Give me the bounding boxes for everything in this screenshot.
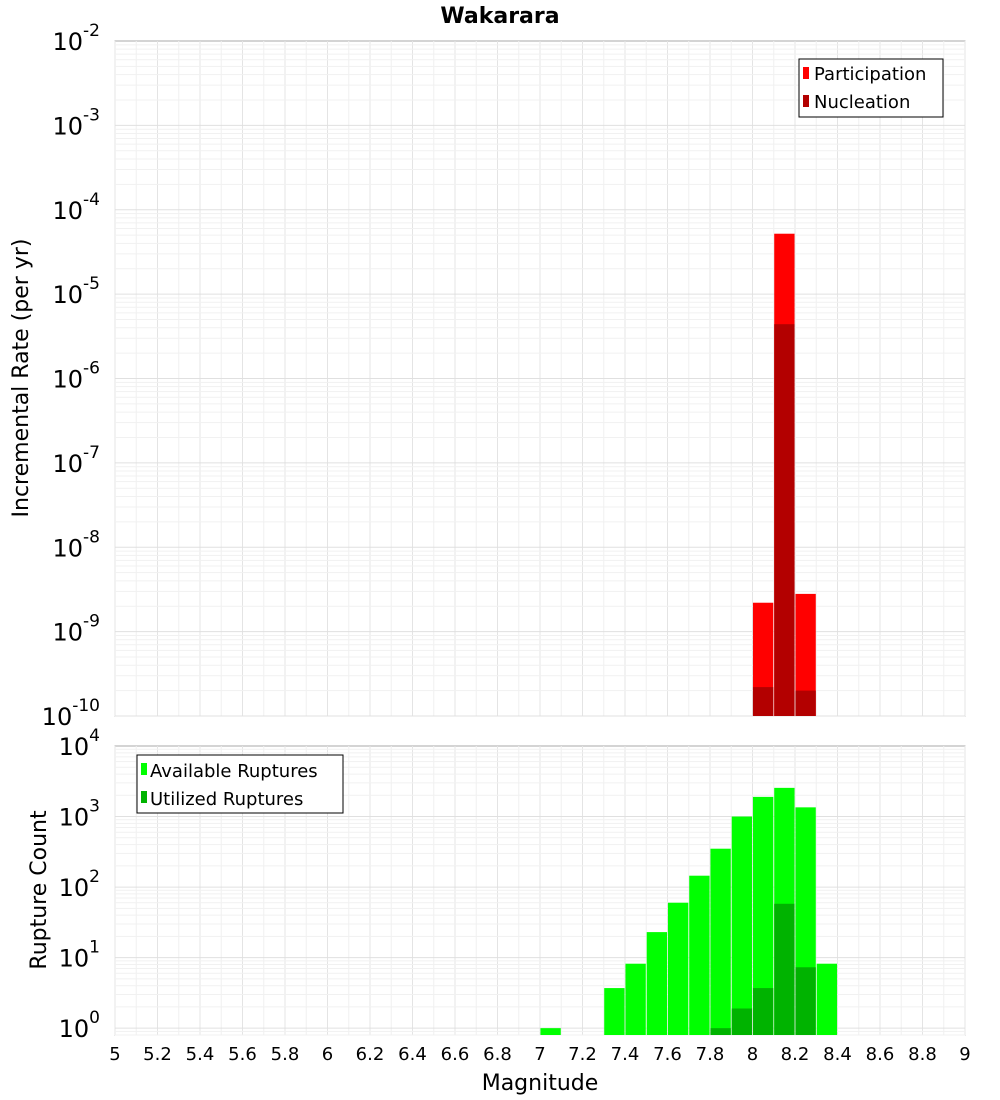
count-bar-a — [646, 932, 668, 1035]
legend-label-nucleation: Nucleation — [814, 92, 910, 113]
y-tick-label: 10-9 — [53, 612, 101, 647]
rate-bars — [752, 233, 816, 716]
legend-label-participation: Participation — [814, 64, 926, 85]
count-bar-a — [710, 848, 731, 1035]
count-bar-a — [667, 902, 689, 1035]
rate-bar-b — [774, 324, 795, 716]
count-bar-b — [752, 988, 774, 1035]
count-bar-a — [604, 988, 625, 1035]
y-tick-label: 10-2 — [53, 21, 101, 56]
rate-bar-b — [795, 690, 816, 716]
count-legend[interactable]: Available Ruptures Utilized Ruptures — [136, 754, 344, 814]
x-tick-labels: 5 5.2 5.4 5.6 5.8 6 6.2 6.4 6.6 6.8 7 7.2 7.4 7.6 7.8 8… — [109, 1044, 970, 1065]
count-y-tick-labels: 100 101 102 103 104 — [59, 726, 100, 1043]
x-tick-label: 5.4 — [186, 1044, 215, 1065]
legend-swatch-utilized — [141, 791, 147, 803]
y-tick-label: 10-3 — [53, 105, 101, 140]
x-tick-label: 5.6 — [228, 1044, 257, 1065]
legend-swatch-participation — [803, 67, 809, 79]
rate-y-axis-label: Incremental Rate (per yr) — [9, 239, 34, 518]
count-bar-b — [710, 1028, 731, 1035]
count-bar-b — [774, 903, 795, 1035]
count-bars — [540, 787, 838, 1035]
x-tick-label: 6 — [322, 1044, 333, 1065]
x-axis-label: Magnitude — [482, 1071, 599, 1096]
y-tick-label: 102 — [59, 867, 100, 902]
x-tick-label: 7.6 — [653, 1044, 682, 1065]
rate-bar-b — [752, 687, 774, 716]
legend-label-utilized: Utilized Ruptures — [150, 789, 303, 810]
legend-label-available: Available Ruptures — [150, 761, 318, 782]
x-tick-label: 7.2 — [568, 1044, 597, 1065]
rate-legend[interactable]: Participation Nucleation — [798, 58, 944, 118]
x-tick-label: 7.4 — [611, 1044, 640, 1065]
x-tick-label: 8.4 — [823, 1044, 852, 1065]
x-tick-label: 8.8 — [908, 1044, 937, 1065]
y-tick-label: 103 — [59, 797, 100, 832]
y-tick-label: 10-6 — [53, 359, 101, 394]
y-tick-label: 10-4 — [53, 190, 101, 225]
x-tick-label: 6.6 — [441, 1044, 470, 1065]
y-tick-label: 10-7 — [53, 443, 101, 478]
count-bar-a — [731, 816, 753, 1035]
count-bar-a — [689, 875, 710, 1035]
count-bar-b — [795, 967, 816, 1035]
y-tick-label: 104 — [59, 726, 100, 761]
count-bar-b — [731, 1008, 753, 1035]
x-tick-label: 8.6 — [866, 1044, 895, 1065]
rate-bar-a — [795, 593, 816, 716]
x-tick-label: 7 — [534, 1044, 545, 1065]
count-bar-a — [816, 963, 838, 1035]
count-bar-a — [625, 963, 646, 1035]
count-y-axis-label: Rupture Count — [27, 810, 52, 970]
x-tick-label: 8 — [747, 1044, 758, 1065]
x-tick-label: 9 — [959, 1044, 970, 1065]
x-tick-label: 5.2 — [143, 1044, 172, 1065]
x-tick-label: 5.8 — [271, 1044, 300, 1065]
y-tick-label: 100 — [59, 1008, 100, 1043]
legend-swatch-available — [141, 763, 147, 775]
y-tick-label: 10-8 — [53, 527, 101, 562]
x-tick-label: 7.8 — [696, 1044, 725, 1065]
y-tick-label: 101 — [59, 938, 100, 973]
chart-title: Wakarara — [440, 4, 559, 29]
legend-swatch-nucleation — [803, 95, 809, 107]
rate-grid — [114, 41, 966, 717]
count-bar-a — [540, 1028, 561, 1035]
count-panel: 100 101 102 103 104 5 5.2 5.4 5.6 5.8 6 6.2 6.4 6.6 6… — [27, 726, 971, 1096]
x-tick-label: 6.4 — [398, 1044, 427, 1065]
x-tick-label: 6.2 — [356, 1044, 385, 1065]
x-tick-label: 5 — [109, 1044, 120, 1065]
x-tick-label: 8.2 — [781, 1044, 810, 1065]
x-tick-label: 6.8 — [483, 1044, 512, 1065]
count-bar-a — [752, 796, 774, 1035]
y-tick-label: 10-5 — [53, 274, 101, 309]
